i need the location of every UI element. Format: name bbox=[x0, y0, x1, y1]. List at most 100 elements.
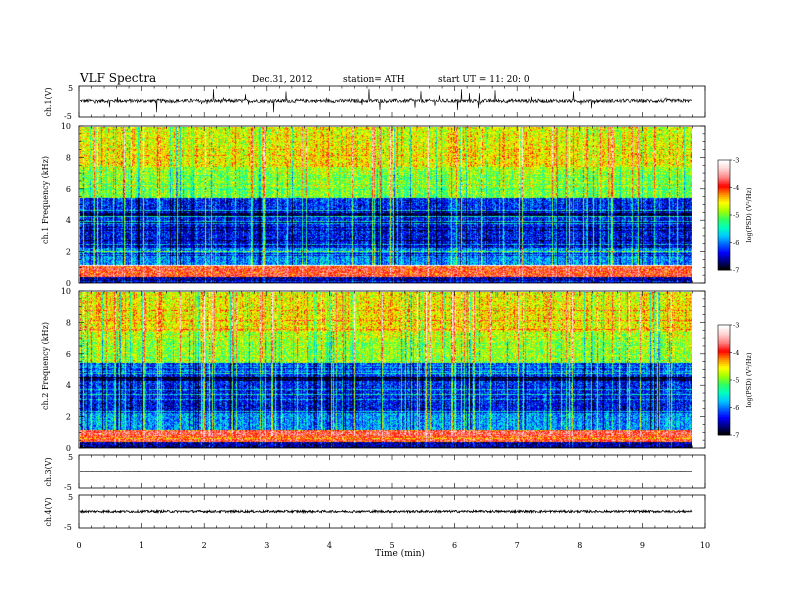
colorbar-swatch bbox=[718, 176, 730, 179]
ch1-ytick-bottom: -5 bbox=[64, 112, 72, 121]
colorbar-swatch bbox=[718, 385, 730, 388]
colorbar-swatch bbox=[718, 165, 730, 168]
colorbar-swatch bbox=[718, 392, 730, 396]
figure-title: VLF Spectra bbox=[79, 71, 156, 85]
colorbar-swatch bbox=[718, 237, 730, 240]
ch4-waveform-ylabel: ch.4(V) bbox=[44, 497, 53, 526]
ch1-spectrogram-heatmap bbox=[80, 127, 692, 283]
colorbar-tick-label: -3 bbox=[733, 322, 739, 330]
colorbar-swatch bbox=[718, 264, 730, 267]
colorbar-swatch bbox=[718, 207, 730, 210]
colorbar-swatch bbox=[718, 359, 730, 363]
header-start-ut: start UT = 11: 20: 0 bbox=[438, 75, 530, 85]
colorbar-swatch bbox=[718, 178, 730, 181]
colorbar-swatch bbox=[718, 387, 730, 390]
ch1-spectrogram-yticks: 0 2 4 6 8 10 bbox=[61, 122, 705, 288]
colorbar-swatch bbox=[718, 383, 730, 386]
colorbar-swatch bbox=[718, 227, 730, 231]
colorbar-swatch bbox=[718, 396, 730, 399]
colorbar-swatch bbox=[718, 171, 730, 174]
colorbar-swatch bbox=[718, 222, 730, 225]
colorbar-swatch bbox=[718, 369, 730, 372]
y-tick-label: 8 bbox=[66, 318, 71, 327]
colorbar-swatch bbox=[718, 235, 730, 238]
colorbar-swatch bbox=[718, 336, 730, 339]
ch1-waveform-ylabel: ch.1(V) bbox=[44, 87, 53, 116]
colorbar-tick-label: -6 bbox=[733, 404, 739, 412]
ch3-waveform-ylabel: ch.3(V) bbox=[44, 457, 53, 486]
colorbar-swatch bbox=[718, 268, 730, 271]
ch1-ytick-top: 5 bbox=[68, 84, 73, 93]
colorbar-swatch bbox=[718, 363, 730, 366]
colorbar-swatch bbox=[718, 343, 730, 346]
colorbar-swatch bbox=[718, 182, 730, 185]
colorbar-swatch bbox=[718, 358, 730, 361]
colorbar-swatch bbox=[718, 431, 730, 434]
colorbar-swatch bbox=[718, 398, 730, 401]
colorbar-swatch bbox=[718, 251, 730, 254]
colorbar-swatch bbox=[718, 200, 730, 203]
colorbar-swatch bbox=[718, 249, 730, 253]
colorbar-swatch bbox=[718, 196, 730, 199]
colorbar-swatch bbox=[718, 194, 730, 198]
header-date: Dec.31, 2012 bbox=[252, 75, 313, 85]
y-tick-label: 4 bbox=[66, 216, 71, 225]
colorbar-swatch bbox=[718, 161, 730, 165]
colorbar-swatch bbox=[718, 424, 730, 427]
ch3-ytick-bottom: -5 bbox=[64, 483, 72, 492]
colorbar-swatch bbox=[718, 394, 730, 397]
colorbar-swatch bbox=[718, 325, 730, 328]
ch4-waveform-panel: 5 -5 ch.4(V) bbox=[44, 493, 706, 532]
colorbar-tick-label: -3 bbox=[733, 157, 739, 165]
colorbar-swatch bbox=[718, 381, 730, 385]
y-tick-label: 0 bbox=[66, 444, 71, 453]
ch3-waveform-panel: 5 -5 ch.3(V) bbox=[44, 453, 706, 492]
colorbar-swatch bbox=[718, 413, 730, 416]
colorbar-swatch bbox=[718, 262, 730, 265]
colorbar-tick-label: -4 bbox=[733, 184, 739, 192]
ch1-spectrogram-panel: 0 2 4 6 8 10 ch.1 Frequency (kHz) -3 -4 -5 -6 -7 l… bbox=[41, 122, 753, 288]
colorbar-swatch bbox=[718, 328, 730, 331]
colorbar-swatch bbox=[718, 160, 730, 163]
ch4-ytick-top: 5 bbox=[68, 493, 73, 502]
colorbar-swatch bbox=[718, 427, 730, 430]
colorbar-swatch bbox=[718, 361, 730, 364]
colorbar-swatch bbox=[718, 352, 730, 355]
x-tick-label: 8 bbox=[577, 541, 582, 550]
ch1-waveform-trace bbox=[79, 88, 693, 113]
colorbar-swatch bbox=[718, 348, 730, 352]
x-tick-label: 4 bbox=[327, 541, 332, 550]
colorbar-swatch bbox=[718, 422, 730, 425]
y-tick-label: 6 bbox=[66, 350, 71, 359]
colorbar-swatch bbox=[718, 403, 730, 407]
colorbar-swatch bbox=[718, 330, 730, 333]
colorbar-swatch bbox=[718, 224, 730, 227]
colorbar-swatch bbox=[718, 183, 730, 187]
y-tick-label: 8 bbox=[66, 153, 71, 162]
colorbar-swatch bbox=[718, 259, 730, 262]
colorbar-label: log(PSD) (V²/Hz) bbox=[745, 187, 753, 242]
time-axis-tick-labels: 0 1 2 3 4 5 6 7 8 9 10 bbox=[76, 541, 710, 550]
colorbar-swatch bbox=[718, 418, 730, 421]
colorbar-tick-label: -5 bbox=[733, 212, 739, 220]
colorbar-swatch bbox=[718, 376, 730, 379]
colorbar-swatch bbox=[718, 205, 730, 209]
ch1-colorbar: -3 -4 -5 -6 -7 log(PSD) (V²/Hz) bbox=[717, 157, 753, 275]
colorbar-swatch bbox=[718, 229, 730, 232]
colorbar-swatch bbox=[718, 411, 730, 414]
colorbar-swatch bbox=[718, 242, 730, 245]
x-tick-label: 0 bbox=[76, 541, 81, 550]
colorbar-swatch bbox=[718, 420, 730, 423]
colorbar-tick-label: -6 bbox=[733, 239, 739, 247]
colorbar-swatch bbox=[718, 425, 730, 429]
ch4-waveform-trace bbox=[79, 508, 693, 515]
x-tick-label: 3 bbox=[264, 541, 269, 550]
colorbar-swatch bbox=[718, 198, 730, 201]
colorbar-swatch bbox=[718, 240, 730, 243]
x-tick-label: 2 bbox=[202, 541, 207, 550]
y-tick-label: 2 bbox=[66, 248, 71, 257]
colorbar-tick-label: -7 bbox=[733, 432, 739, 440]
colorbar-swatch bbox=[718, 257, 730, 260]
colorbar-swatch bbox=[718, 389, 730, 392]
colorbar-swatch bbox=[718, 350, 730, 353]
